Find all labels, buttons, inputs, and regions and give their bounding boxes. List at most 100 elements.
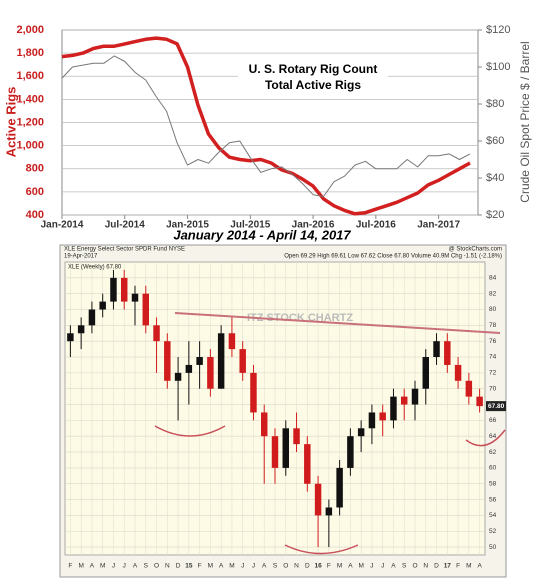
x-tick-label: M	[337, 563, 342, 570]
x-tick-label: D	[434, 563, 439, 570]
y-tick-label: 74	[489, 354, 497, 361]
y2-tick-label: $20	[486, 209, 504, 221]
x-tick-label: M	[358, 563, 363, 570]
x-tick-label: J	[381, 563, 384, 570]
candle-body	[347, 436, 354, 468]
x-tick-label: N	[165, 563, 170, 570]
x-tick-label: S	[402, 563, 407, 570]
y-tick-label: 2,000	[16, 24, 44, 36]
x-tick-label: F	[327, 563, 331, 570]
x-tick-label: A	[219, 563, 224, 570]
candle-body	[444, 341, 451, 365]
chart-subtitle: Total Active Rigs	[265, 78, 361, 92]
candle-body	[379, 412, 386, 421]
x-tick-label: 15	[185, 563, 193, 570]
y-tick-label: 1,400	[16, 93, 44, 105]
candle-body	[250, 372, 257, 413]
x-tick-label: D	[305, 563, 310, 570]
candle-body	[261, 412, 268, 437]
y-tick-label: 800	[26, 163, 44, 175]
arc	[154, 425, 226, 437]
candle-body	[282, 428, 289, 468]
candle-body	[228, 333, 236, 350]
x-tick-label: Jan-2015	[166, 220, 209, 231]
candle-body	[121, 277, 128, 302]
candle-body	[357, 428, 365, 437]
candle-body	[325, 507, 333, 516]
annotations	[154, 312, 506, 555]
x-tick-label: M	[208, 563, 213, 570]
x-tick-label: Jul-2015	[230, 220, 270, 231]
y2-tick-label: $60	[486, 135, 504, 147]
candle-body	[174, 372, 182, 381]
x-tick-label: F	[68, 563, 72, 570]
data-line	[61, 36, 471, 216]
y-tick-label: 52	[489, 528, 497, 535]
y-tick-label: 1,800	[16, 47, 44, 59]
candle-body	[336, 467, 343, 508]
y-tick-label: 1,600	[16, 70, 44, 82]
x-tick-label: D	[176, 563, 181, 570]
stock-chart: 505254565860626466687072747678808284FMAM…	[64, 247, 506, 570]
y-tick-label: 72	[489, 370, 497, 377]
x-tick-label: A	[391, 563, 396, 570]
candle-body	[99, 301, 106, 310]
x-tick-label: A	[90, 563, 95, 570]
candle-body	[153, 325, 160, 342]
x-tick-label: Jan-2014	[41, 220, 84, 231]
y-tick-label: 66	[489, 417, 497, 424]
candle-body	[271, 436, 279, 468]
y-tick-label: 58	[489, 480, 497, 487]
candle-body	[110, 277, 117, 302]
x-tick-label: F	[456, 563, 460, 570]
x-tick-label: O	[283, 563, 288, 570]
candle-body	[185, 364, 193, 373]
y-tick-label: 1,200	[16, 116, 44, 128]
x-tick-label: Jan-2017	[417, 220, 460, 231]
y-tick-label: 56	[489, 496, 497, 503]
y-tick-label: 60	[489, 465, 497, 472]
x-tick-label: Jan-2016	[292, 220, 335, 231]
x-tick-label: O	[154, 563, 159, 570]
arc	[465, 429, 506, 447]
x-tick-label: J	[123, 563, 126, 570]
x-tick-label: J	[241, 563, 244, 570]
candle-body	[454, 364, 462, 381]
candle-body	[217, 333, 225, 389]
y-tick-label: 70	[489, 385, 497, 392]
quote: Open 69.29 High 69.61 Low 67.62 Close 67…	[284, 254, 502, 260]
x-tick-label: A	[477, 563, 482, 570]
y-tick-label: 50	[489, 544, 497, 551]
x-tick-label: O	[412, 563, 417, 570]
y-tick-label: 1,000	[16, 140, 44, 152]
y-tick-label: 78	[489, 322, 497, 329]
candle-body	[368, 412, 376, 429]
last-price-label: 67.80	[488, 403, 505, 410]
arc	[284, 544, 359, 555]
candle-body	[196, 357, 203, 365]
x-tick-label: N	[423, 563, 428, 570]
candle-body	[239, 349, 246, 373]
x-tick-label: J	[112, 563, 115, 570]
y-tick-label: 400	[26, 209, 44, 221]
y-tick-label: 600	[26, 186, 44, 198]
y-tick-label: 64	[489, 433, 497, 440]
candle-body	[390, 396, 397, 421]
candle-body	[131, 293, 139, 302]
y2-tick-label: $120	[486, 24, 510, 36]
caption: January 2014 - April 14, 2017	[173, 227, 351, 242]
candle-body	[164, 341, 171, 381]
series-label: XLE (Weekly) 67.80	[68, 265, 122, 271]
candle-body	[422, 357, 429, 389]
candle-body	[304, 444, 311, 484]
x-tick-label: A	[348, 563, 353, 570]
x-tick-label: 16	[314, 563, 322, 570]
candle-body	[411, 388, 419, 405]
x-tick-label: A	[133, 563, 138, 570]
candle-body	[465, 380, 473, 397]
candle-body	[142, 293, 149, 326]
candle-body	[77, 325, 85, 334]
data-line	[61, 55, 471, 197]
date: 19-Apr-2017	[64, 254, 98, 260]
